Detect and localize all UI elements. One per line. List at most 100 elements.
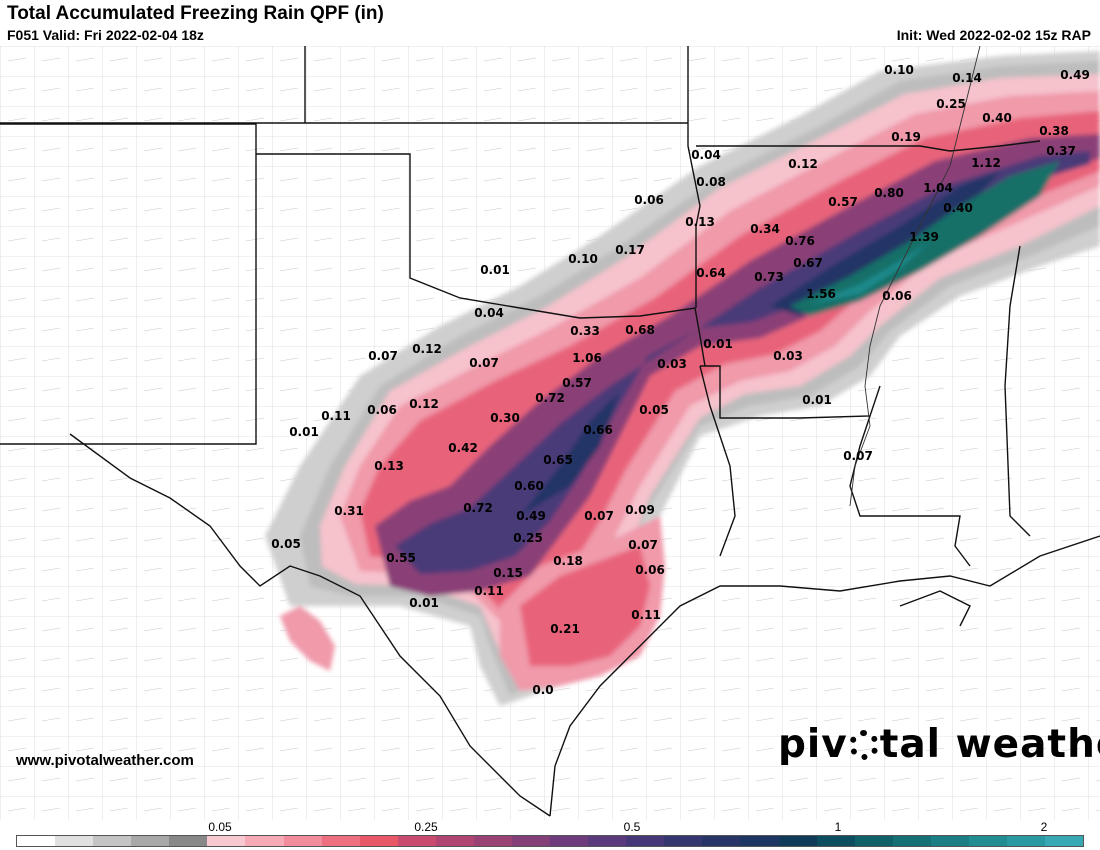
accumulation-value: 0.01 xyxy=(480,263,510,277)
accumulation-value: 0.72 xyxy=(463,501,493,515)
legend-swatch xyxy=(435,836,474,846)
accumulation-value: 0.80 xyxy=(874,186,904,200)
forecast-map[interactable]: 0.10 0.14 0.49 0.25 0.40 0.38 0.19 0.37 1.12 0.04… xyxy=(0,46,1100,820)
legend-ticks: 0.05 0.25 0.5 1 2 xyxy=(0,820,1100,834)
logo-text-part1: piv xyxy=(778,722,848,767)
accumulation-value: 0.34 xyxy=(750,222,780,236)
accumulation-value: 0.01 xyxy=(802,393,832,407)
accumulation-value: 0.31 xyxy=(334,504,364,518)
accumulation-value: 0.49 xyxy=(1060,68,1090,82)
accumulation-value: 0.03 xyxy=(657,357,687,371)
accumulation-value: 1.04 xyxy=(923,181,953,195)
accumulation-value: 0.64 xyxy=(696,266,726,280)
legend-swatch xyxy=(397,836,436,846)
accumulation-value: 0.05 xyxy=(271,537,301,551)
legend-swatch xyxy=(55,836,94,846)
accumulation-value: 0.72 xyxy=(535,391,565,405)
accumulation-value: 0.07 xyxy=(628,538,658,552)
accumulation-value: 0.17 xyxy=(615,243,645,257)
accumulation-value: 0.68 xyxy=(625,323,655,337)
accumulation-value: 0.01 xyxy=(289,425,319,439)
accumulation-value: 0.14 xyxy=(952,71,982,85)
legend-swatch xyxy=(816,836,855,846)
legend-swatch xyxy=(93,836,132,846)
map-header: Total Accumulated Freezing Rain QPF (in)… xyxy=(0,0,1100,46)
legend-swatch xyxy=(131,836,170,846)
accumulation-value: 0.60 xyxy=(514,479,544,493)
accumulation-value: 0.06 xyxy=(882,289,912,303)
legend-swatch xyxy=(968,836,1008,846)
accumulation-value: 0.0 xyxy=(532,683,554,697)
accumulation-value: 0.07 xyxy=(469,356,499,370)
accumulation-value: 0.01 xyxy=(703,337,733,351)
accumulation-value: 0.38 xyxy=(1039,124,1069,138)
legend-tick-label: 0.25 xyxy=(414,820,438,834)
legend-swatch xyxy=(778,836,817,846)
accumulation-value: 0.76 xyxy=(785,234,815,248)
legend-swatch xyxy=(930,836,969,846)
accumulation-value: 0.10 xyxy=(884,63,914,77)
accumulation-value: 0.25 xyxy=(936,97,966,111)
legend-swatch xyxy=(207,836,246,846)
accumulation-value: 0.73 xyxy=(754,270,784,284)
accumulation-value: 0.25 xyxy=(513,531,543,545)
accumulation-value: 0.40 xyxy=(982,111,1012,125)
accumulation-value: 0.04 xyxy=(691,148,721,162)
accumulation-value: 0.40 xyxy=(943,201,973,215)
legend-colorbar xyxy=(16,835,1084,847)
accumulation-value: 0.04 xyxy=(474,306,504,320)
legend-tick-label: 1 xyxy=(834,820,842,834)
accumulation-value: 0.15 xyxy=(493,566,523,580)
accumulation-value: 0.13 xyxy=(374,459,404,473)
legend-swatch xyxy=(321,836,360,846)
accumulation-value: 0.06 xyxy=(635,563,665,577)
accumulation-value: 0.07 xyxy=(843,449,873,463)
legend-swatch xyxy=(169,836,208,846)
legend-swatch xyxy=(550,836,589,846)
accumulation-value: 0.37 xyxy=(1046,144,1076,158)
accumulation-value: 0.07 xyxy=(584,509,614,523)
accumulation-value: 0.01 xyxy=(409,596,439,610)
color-legend: 0.05 0.25 0.5 1 2 xyxy=(0,820,1100,850)
accumulation-value: 0.65 xyxy=(543,453,573,467)
pivotal-weather-logo: piv tal weather xyxy=(778,722,1100,767)
state-borders xyxy=(0,46,1100,817)
legend-swatch xyxy=(740,836,779,846)
legend-swatch xyxy=(17,836,56,846)
legend-swatch xyxy=(473,836,513,846)
legend-tick-label: 0.05 xyxy=(208,820,232,834)
legend-swatch xyxy=(1045,836,1084,846)
accumulation-value: 0.08 xyxy=(696,175,726,189)
accumulation-value: 0.21 xyxy=(550,622,580,636)
accumulation-value: 0.10 xyxy=(568,252,598,266)
accumulation-value: 1.39 xyxy=(909,230,939,244)
legend-swatch xyxy=(283,836,322,846)
accumulation-value: 0.66 xyxy=(583,423,613,437)
river-lines xyxy=(849,46,981,507)
accumulation-value: 0.19 xyxy=(891,130,921,144)
accumulation-value: 0.55 xyxy=(386,551,416,565)
legend-swatch xyxy=(664,836,703,846)
legend-tick-label: 2 xyxy=(1040,820,1048,834)
map-title: Total Accumulated Freezing Rain QPF (in) xyxy=(7,3,384,24)
accumulation-value: 0.06 xyxy=(634,193,664,207)
legend-swatch xyxy=(892,836,931,846)
accumulation-value: 0.18 xyxy=(553,554,583,568)
accumulation-value: 0.11 xyxy=(321,409,351,423)
accumulation-value: 0.57 xyxy=(828,195,858,209)
accumulation-value: 0.12 xyxy=(409,397,439,411)
website-url[interactable]: www.pivotalweather.com xyxy=(16,752,194,769)
legend-swatch xyxy=(512,836,551,846)
accumulation-value: 0.57 xyxy=(562,376,592,390)
accumulation-value: 0.11 xyxy=(474,584,504,598)
legend-swatch xyxy=(359,836,398,846)
accumulation-value: 0.12 xyxy=(788,157,818,171)
map-canvas xyxy=(0,46,1100,820)
accumulation-value: 1.56 xyxy=(806,287,836,301)
legend-swatch xyxy=(626,836,665,846)
accumulation-value: 0.13 xyxy=(685,215,715,229)
accumulation-value: 0.42 xyxy=(448,441,478,455)
legend-swatch xyxy=(245,836,284,846)
accumulation-value: 0.05 xyxy=(639,403,669,417)
legend-swatch xyxy=(854,836,893,846)
